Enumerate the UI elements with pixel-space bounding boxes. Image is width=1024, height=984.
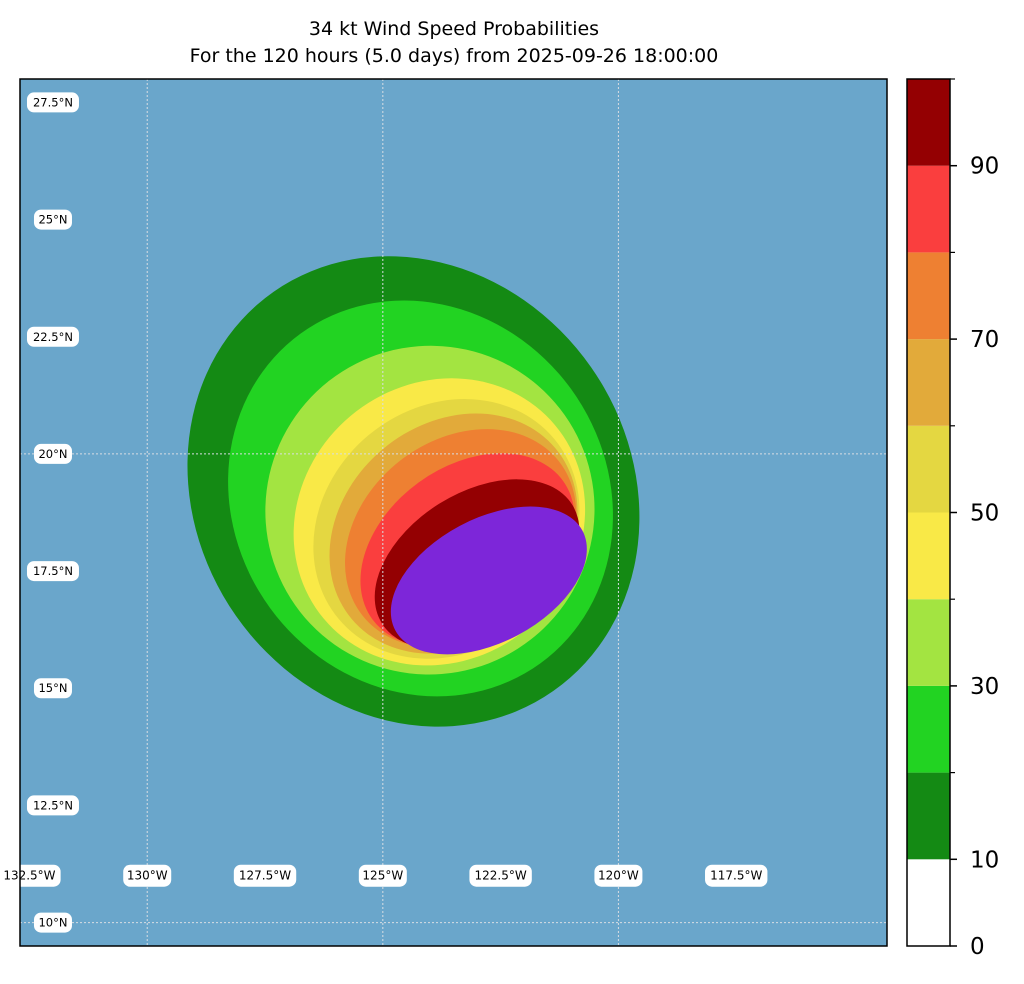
chart-subtitle: For the 120 hours (5.0 days) from 2025-0… [189,45,719,67]
lat-label: 27.5°N [33,95,73,109]
colorbar-tick-label: 10 [970,847,999,873]
lat-label-box [26,795,79,816]
lat-label: 22.5°N [33,330,73,344]
colorbar-segment [907,165,950,253]
lat-label-box [26,92,79,113]
colorbar-tick-label: 30 [970,674,999,700]
colorbar-segment [907,425,950,513]
colorbar-segment [907,685,950,773]
lon-label: 125°W [362,869,403,883]
lat-label: 25°N [38,213,67,227]
probability-contour-90-100pct [390,506,587,655]
colorbar-segment [907,339,950,426]
lon-label-box [0,864,61,887]
colorbar-segment [907,599,950,686]
lon-label: 117.5°W [710,869,762,883]
colorbar-segment [907,79,950,166]
lat-label-box [33,443,72,464]
lat-label: 20°N [38,447,67,461]
lat-label: 10°N [38,916,67,930]
lat-label: 12.5°N [33,798,73,812]
colorbar-segment [907,772,950,860]
lon-label: 122.5°W [475,869,527,883]
lat-label: 15°N [38,681,67,695]
lat-label-box [33,912,72,933]
colorbar-segment [907,859,950,946]
lon-label: 120°W [598,869,639,883]
lon-label-box [705,864,768,887]
lon-label: 127.5°W [239,869,291,883]
lon-label: 130°W [127,869,168,883]
colorbar-tick-label: 70 [970,327,999,353]
lat-label: 17.5°N [33,564,73,578]
lon-label-box [469,864,532,887]
lon-label: 132.5°W [3,869,55,883]
colorbar-segment [907,252,950,340]
lon-label-box [233,864,297,887]
chart-title: 34 kt Wind Speed Probabilities [308,18,600,40]
colorbar-tick-label: 90 [970,154,999,180]
lon-label-box [123,864,172,887]
lat-label-box [26,326,79,347]
lon-label-box [358,864,407,887]
lat-label-box [33,209,72,230]
lon-label-box [594,864,643,887]
lat-label-box [33,678,72,699]
colorbar-tick-label: 50 [970,501,999,527]
colorbar-tick-label: 0 [970,934,985,960]
map-frame [19,78,888,947]
colorbar-segment [907,512,950,600]
lat-label-box [26,561,79,582]
